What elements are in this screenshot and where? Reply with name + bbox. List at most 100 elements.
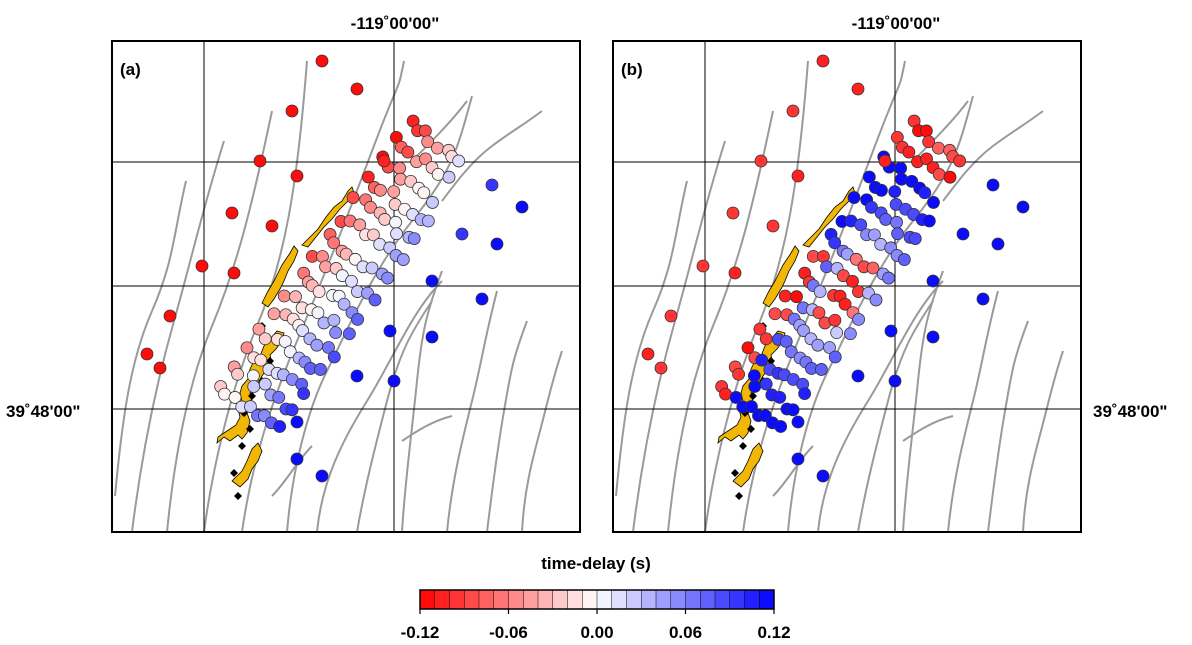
station-marker [869, 293, 883, 307]
station-marker [768, 307, 782, 321]
station-marker [258, 377, 272, 391]
station-marker [773, 390, 787, 404]
station-marker [747, 369, 761, 383]
station-marker [745, 400, 758, 413]
station-marker [227, 266, 241, 280]
station-marker [976, 292, 990, 306]
station-marker [815, 363, 828, 376]
station-marker [816, 469, 830, 483]
station-marker [891, 227, 904, 241]
station-marker [786, 104, 800, 118]
station-marker [296, 324, 309, 337]
station-marker [319, 260, 332, 274]
station-marker [812, 306, 826, 320]
station-marker [894, 161, 908, 175]
station-marker [748, 380, 762, 393]
station-marker [452, 154, 466, 168]
station-marker [884, 324, 898, 338]
station-marker [389, 215, 402, 229]
station-marker [882, 271, 895, 285]
station-marker [311, 306, 325, 320]
station-marker [847, 191, 861, 204]
station-marker [285, 403, 299, 417]
station-marker [754, 154, 768, 168]
panel-a-frame [111, 40, 581, 533]
station-marker [729, 391, 743, 404]
graticule-a [112, 41, 580, 532]
station-marker [766, 219, 780, 233]
fault-lines-a [114, 60, 563, 532]
station-marker [285, 104, 299, 118]
station-marker [246, 369, 260, 383]
station-marker [350, 82, 364, 96]
station-marker [811, 338, 825, 352]
station-marker [902, 145, 916, 159]
fault-trace [446, 290, 498, 532]
station-marker [345, 274, 358, 288]
station-marker [828, 350, 842, 364]
station-marker [851, 82, 865, 96]
stations-b [641, 54, 1030, 483]
fault-trace [441, 110, 543, 202]
fault-trace [902, 270, 944, 532]
fault-trace [632, 140, 726, 532]
station-marker [828, 313, 842, 327]
station-marker [310, 338, 324, 352]
colorbar: time-delay (s) -0.12 -0.06 0.00 0.06 0.12 [401, 554, 791, 642]
station-marker [163, 309, 177, 323]
station-marker [823, 341, 836, 354]
station-marker [865, 200, 878, 214]
graticule-b [613, 41, 1081, 532]
colorbar-cell [478, 589, 495, 610]
colorbar-cell [493, 589, 510, 610]
station-marker [396, 253, 410, 266]
station-marker [828, 236, 842, 250]
fault-trace [912, 100, 969, 162]
fault-trace [486, 320, 528, 532]
stations-a [140, 54, 529, 483]
station-marker [367, 228, 380, 242]
station-marker [791, 415, 805, 429]
longitude-label-b: -119˚00'00" [852, 14, 941, 33]
station-marker [228, 391, 242, 404]
station-marker [953, 154, 967, 168]
colorbar-cell [729, 589, 746, 610]
station-marker [351, 313, 364, 326]
station-marker [272, 390, 286, 404]
fault-trace [902, 415, 954, 442]
longitude-label-a: -119˚00'00" [351, 14, 440, 33]
station-marker [664, 309, 678, 323]
station-marker [387, 185, 401, 199]
station-marker [854, 218, 868, 232]
station-marker [888, 185, 902, 199]
station-marker [387, 374, 401, 388]
well-marker [739, 442, 747, 450]
station-marker [791, 169, 805, 183]
station-marker [283, 345, 297, 359]
fault-trace [271, 445, 313, 497]
station-marker [252, 322, 266, 336]
station-marker [779, 335, 793, 348]
station-marker [490, 237, 504, 251]
colorbar-cell [744, 589, 760, 610]
station-marker [753, 322, 767, 336]
colorbar-cell [611, 589, 628, 610]
station-marker [253, 154, 267, 168]
station-marker [786, 403, 800, 417]
station-marker [258, 332, 272, 346]
fault-trace [166, 110, 273, 532]
latitude-label-a: 39˚48'00" [6, 402, 81, 421]
fault-trace [286, 95, 473, 532]
station-marker [922, 214, 936, 228]
station-marker [830, 326, 844, 340]
station-marker [878, 154, 892, 168]
station-marker [329, 326, 343, 340]
colorbar-cells [419, 589, 775, 610]
station-marker [843, 327, 857, 341]
station-marker [290, 415, 304, 429]
fault-trace [667, 110, 774, 532]
station-marker [851, 369, 865, 383]
colorbar-cell [685, 589, 701, 610]
station-marker [932, 168, 946, 181]
well-marker [767, 357, 775, 365]
